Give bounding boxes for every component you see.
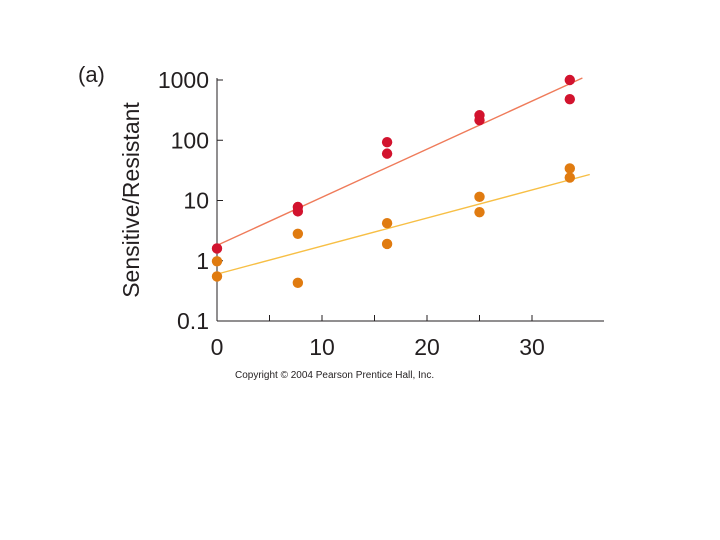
fit-lines (216, 77, 590, 275)
orange-fit-line (216, 173, 590, 275)
y-tick-label: 0.1 (177, 308, 209, 334)
red-data-point (292, 206, 304, 217)
orange-data-point (564, 163, 575, 174)
orange-data-point (211, 256, 223, 267)
red-data-point (381, 136, 393, 148)
orange-data-point (564, 172, 575, 183)
axes (216, 78, 604, 322)
red-data-point (211, 243, 223, 254)
data-points (211, 74, 575, 289)
orange-data-point (292, 277, 304, 289)
y-tick-label: 100 (171, 127, 209, 153)
y-tick-label: 10 (183, 188, 209, 214)
red-data-point (564, 94, 575, 105)
x-tick-label: 10 (309, 334, 335, 360)
orange-data-point (292, 228, 304, 240)
red-data-point (474, 115, 485, 126)
orange-data-point (381, 217, 393, 229)
y-axis-label: Sensitive/Resistant (118, 102, 144, 298)
x-tick-label: 30 (519, 334, 545, 360)
orange-data-point (474, 191, 485, 203)
x-tick-labels: 0 10 20 30 (211, 334, 545, 360)
orange-data-point (474, 206, 485, 218)
copyright-notice: Copyright © 2004 Pearson Prentice Hall, … (235, 370, 434, 381)
y-tick-label: 1000 (158, 67, 209, 93)
x-tick-label: 20 (414, 334, 440, 360)
y-tick-labels: 0.1 1 10 100 1000 (158, 67, 209, 334)
red-data-point (381, 148, 393, 159)
y-tick-label: 1 (196, 248, 209, 274)
red-fit-line (216, 77, 583, 247)
orange-data-point (211, 271, 223, 282)
red-data-point (564, 74, 575, 86)
x-tick-label: 0 (211, 334, 224, 360)
orange-data-point (381, 238, 393, 250)
panel-label: (a) (78, 62, 105, 87)
